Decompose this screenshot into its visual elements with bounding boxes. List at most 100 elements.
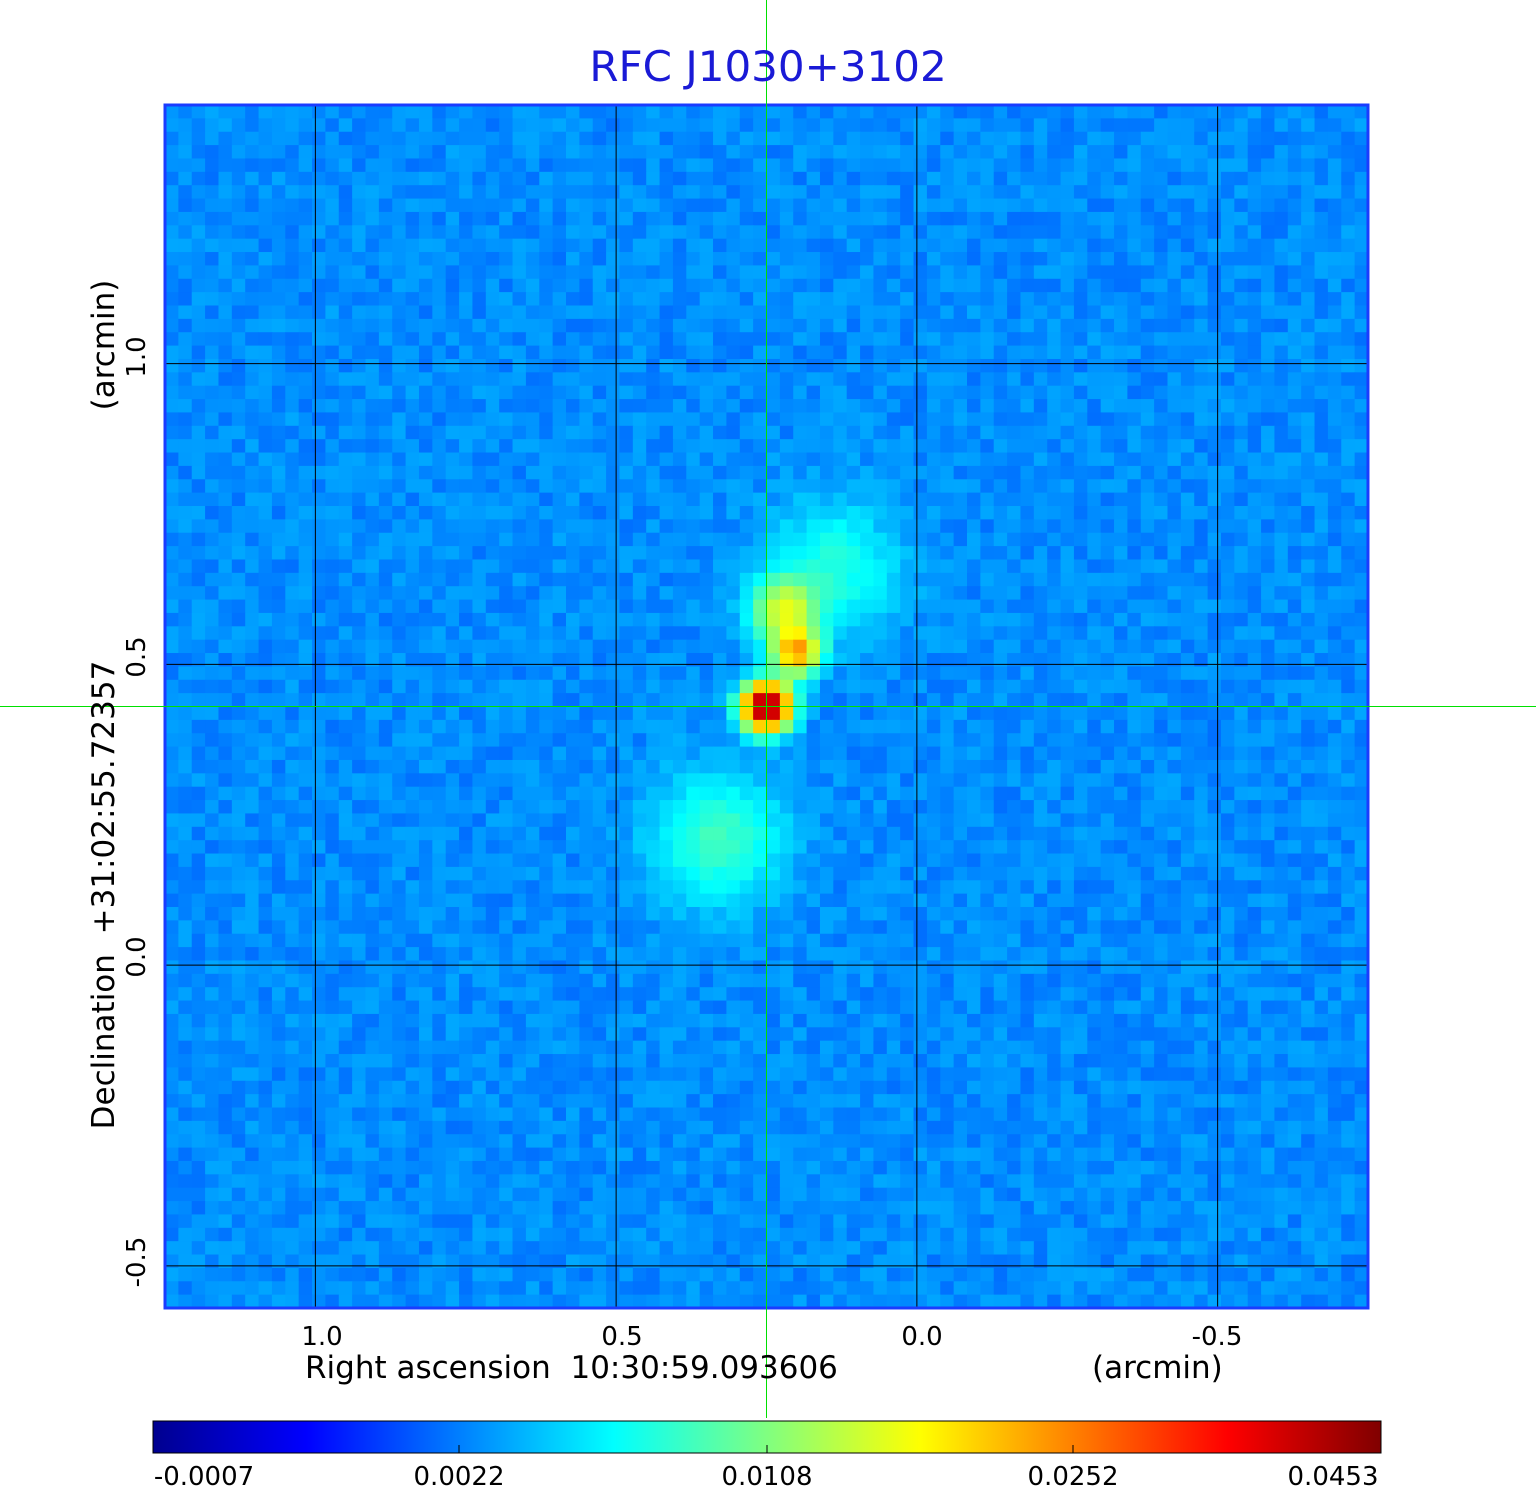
map-pixel bbox=[1194, 305, 1209, 320]
map-pixel bbox=[525, 719, 540, 734]
map-pixel bbox=[258, 105, 273, 119]
map-pixel bbox=[619, 385, 634, 400]
map-pixel bbox=[1274, 412, 1289, 427]
map-pixel bbox=[672, 746, 687, 761]
map-pixel bbox=[1327, 332, 1342, 347]
map-pixel bbox=[271, 385, 286, 400]
map-pixel bbox=[165, 198, 179, 213]
map-pixel bbox=[258, 666, 273, 681]
map-pixel bbox=[659, 546, 674, 561]
map-pixel bbox=[459, 599, 474, 614]
map-pixel bbox=[793, 372, 808, 387]
map-pixel bbox=[1033, 492, 1048, 507]
map-pixel bbox=[218, 800, 233, 815]
map-pixel bbox=[218, 826, 233, 841]
map-pixel bbox=[472, 425, 487, 440]
map-pixel bbox=[1314, 305, 1329, 320]
map-pixel bbox=[1207, 372, 1222, 387]
map-pixel bbox=[525, 773, 540, 788]
map-pixel bbox=[325, 211, 340, 226]
map-pixel bbox=[846, 225, 861, 240]
map-pixel bbox=[298, 238, 313, 253]
map-pixel bbox=[926, 786, 941, 801]
map-pixel bbox=[980, 612, 995, 627]
map-pixel bbox=[1354, 292, 1369, 307]
map-pixel bbox=[860, 131, 875, 146]
map-pixel bbox=[231, 826, 246, 841]
map-pixel bbox=[378, 252, 393, 266]
map-pixel bbox=[1140, 612, 1155, 627]
map-pixel bbox=[1207, 265, 1222, 280]
map-pixel bbox=[886, 118, 901, 133]
map-pixel bbox=[218, 372, 233, 387]
map-pixel bbox=[325, 171, 340, 186]
map-pixel bbox=[1287, 372, 1302, 387]
map-pixel bbox=[285, 826, 300, 841]
map-pixel bbox=[646, 506, 661, 520]
map-pixel bbox=[271, 639, 286, 654]
map-pixel bbox=[779, 559, 794, 574]
map-pixel bbox=[525, 572, 540, 587]
map-pixel bbox=[1274, 546, 1289, 561]
map-pixel bbox=[632, 105, 647, 119]
map-pixel bbox=[819, 813, 834, 828]
map-pixel bbox=[1247, 559, 1262, 574]
map-pixel bbox=[1234, 412, 1249, 427]
map-pixel bbox=[1020, 118, 1035, 133]
map-pixel bbox=[659, 412, 674, 427]
map-pixel bbox=[165, 826, 179, 841]
map-pixel bbox=[325, 465, 340, 480]
map-pixel bbox=[191, 506, 206, 520]
map-pixel bbox=[993, 666, 1008, 681]
map-pixel bbox=[258, 211, 273, 226]
map-pixel bbox=[191, 746, 206, 761]
map-pixel bbox=[365, 105, 380, 119]
map-pixel bbox=[1154, 586, 1169, 601]
map-pixel bbox=[766, 452, 781, 467]
map-pixel bbox=[1033, 452, 1048, 467]
map-pixel bbox=[686, 145, 701, 160]
map-pixel bbox=[900, 572, 915, 587]
map-pixel bbox=[285, 425, 300, 440]
map-pixel bbox=[793, 131, 808, 146]
map-pixel bbox=[699, 238, 714, 253]
map-pixel bbox=[592, 626, 607, 641]
map-pixel bbox=[285, 719, 300, 734]
map-pixel bbox=[271, 185, 286, 200]
map-pixel bbox=[392, 506, 407, 520]
map-pixel bbox=[873, 171, 888, 186]
map-pixel bbox=[298, 840, 313, 855]
map-pixel bbox=[632, 532, 647, 547]
map-pixel bbox=[806, 118, 821, 133]
map-pixel bbox=[726, 385, 741, 400]
map-pixel bbox=[378, 693, 393, 708]
map-pixel bbox=[1100, 759, 1115, 774]
map-pixel bbox=[418, 372, 433, 387]
map-pixel bbox=[218, 733, 233, 748]
map-pixel bbox=[1114, 452, 1128, 467]
map-pixel bbox=[552, 332, 567, 347]
map-pixel bbox=[713, 546, 727, 561]
map-pixel bbox=[1073, 733, 1088, 748]
map-pixel bbox=[231, 198, 246, 213]
map-pixel bbox=[365, 506, 380, 520]
map-pixel bbox=[860, 666, 875, 681]
map-pixel bbox=[1354, 185, 1369, 200]
map-pixel bbox=[993, 305, 1008, 320]
map-pixel bbox=[846, 546, 861, 561]
map-pixel bbox=[512, 506, 527, 520]
map-pixel bbox=[606, 679, 621, 694]
map-pixel bbox=[1047, 198, 1062, 213]
map-pixel bbox=[1314, 345, 1329, 360]
map-pixel bbox=[967, 599, 981, 614]
map-pixel bbox=[1154, 653, 1169, 667]
map-pixel bbox=[659, 439, 674, 454]
map-pixel bbox=[967, 693, 981, 708]
map-pixel bbox=[926, 599, 941, 614]
map-pixel bbox=[1047, 118, 1062, 133]
map-pixel bbox=[913, 492, 928, 507]
map-pixel bbox=[285, 305, 300, 320]
map-pixel bbox=[566, 425, 580, 440]
map-pixel bbox=[713, 171, 727, 186]
map-pixel bbox=[338, 292, 353, 307]
